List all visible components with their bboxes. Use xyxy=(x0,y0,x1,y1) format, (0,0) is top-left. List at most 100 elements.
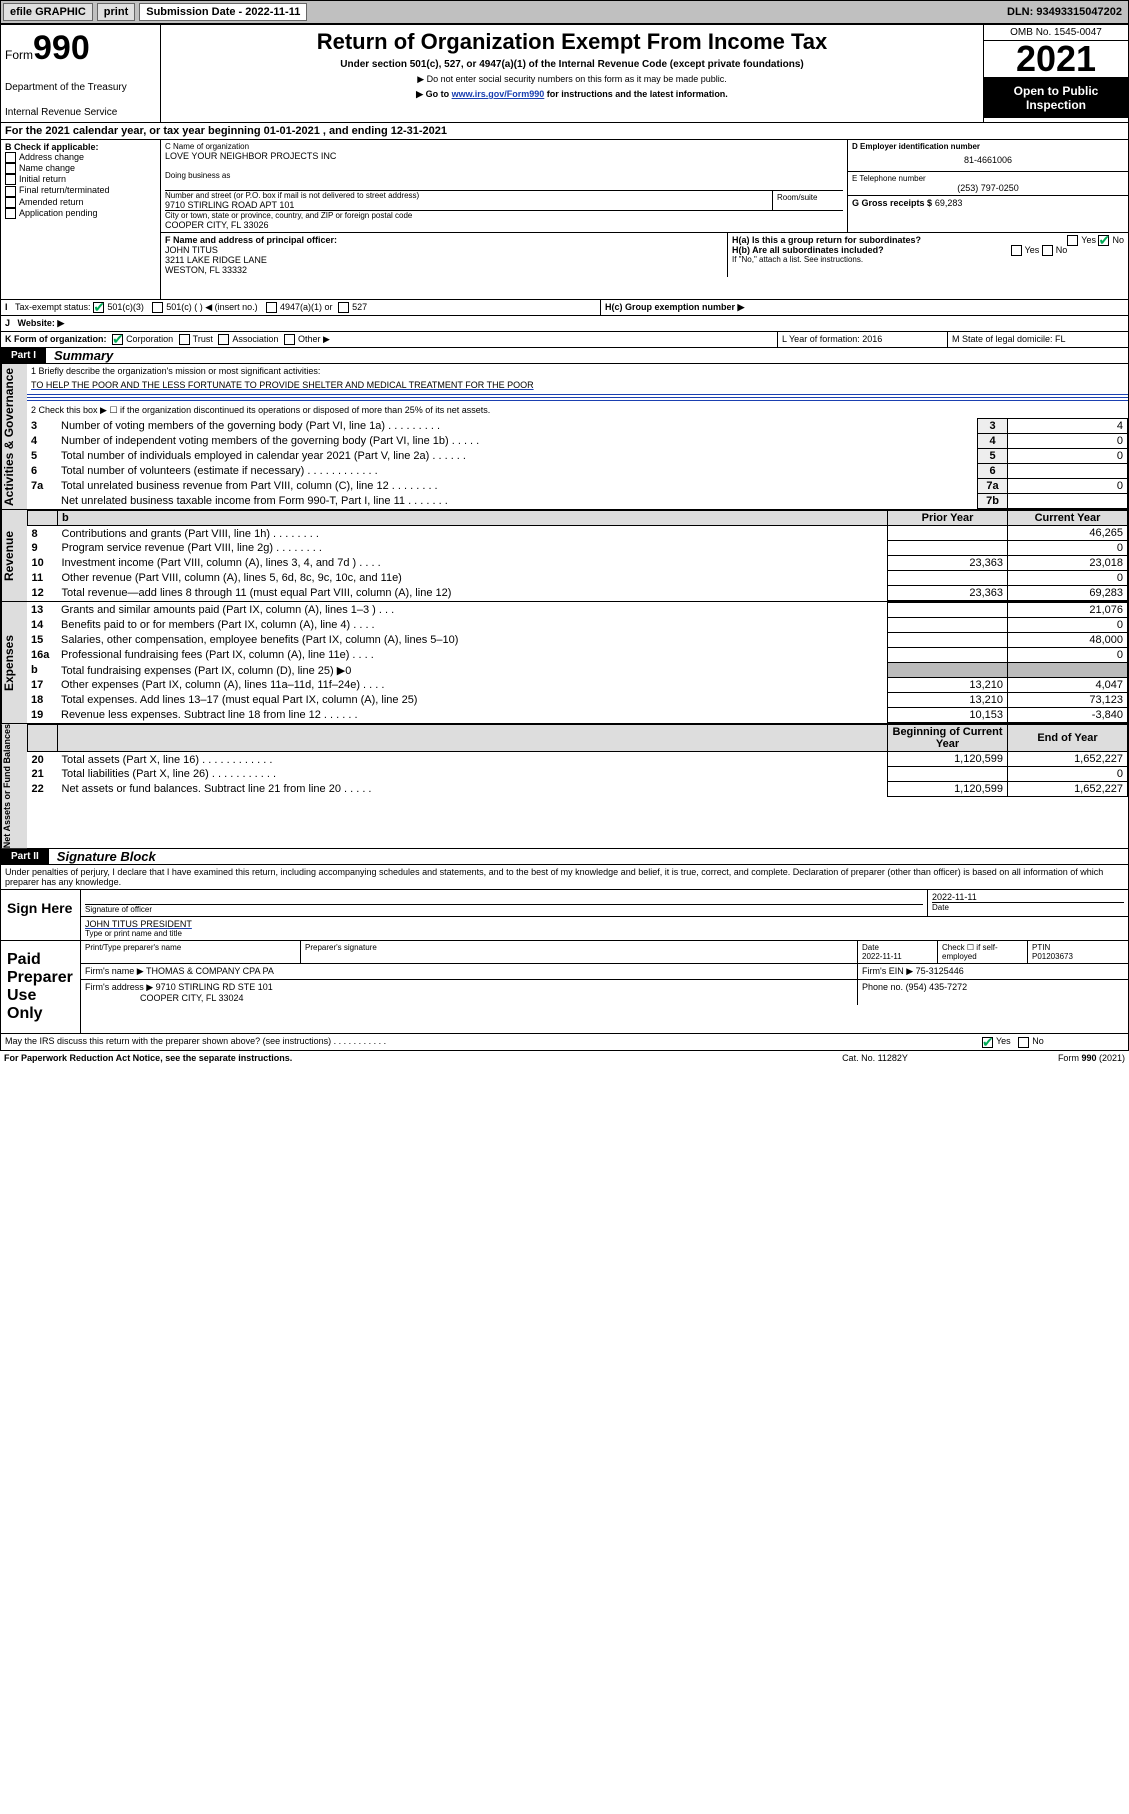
form-header: Form990 Department of the Treasury Inter… xyxy=(0,24,1129,123)
irs-link[interactable]: www.irs.gov/Form990 xyxy=(452,89,545,99)
col-begin: Beginning of Current Year xyxy=(888,725,1008,752)
firm-addr2: COOPER CITY, FL 33024 xyxy=(140,993,244,1003)
topbar: efile GRAPHIC print Submission Date - 20… xyxy=(0,0,1129,24)
prep-date: 2022-11-11 xyxy=(862,952,902,961)
prep-date-lbl: Date xyxy=(862,943,879,952)
officer-addr2: WESTON, FL 33332 xyxy=(165,265,723,275)
declaration: Under penalties of perjury, I declare th… xyxy=(1,865,1128,889)
chk-501c[interactable] xyxy=(152,302,163,313)
part1-label: Part I xyxy=(1,348,46,363)
form-word: Form xyxy=(5,48,33,62)
prep-name-lbl: Print/Type preparer's name xyxy=(81,941,301,963)
form-title: Return of Organization Exempt From Incom… xyxy=(165,29,979,55)
officer-name: JOHN TITUS xyxy=(165,245,723,255)
vert-netassets: Net Assets or Fund Balances xyxy=(1,724,27,848)
dept: Department of the Treasury xyxy=(5,82,156,93)
vert-revenue: Revenue xyxy=(1,510,27,601)
firm-name-lbl: Firm's name ▶ xyxy=(85,966,144,976)
i-lbl: I xyxy=(5,302,15,312)
chk-trust[interactable] xyxy=(179,334,190,345)
ptin: P01203673 xyxy=(1032,952,1073,961)
hb-no[interactable] xyxy=(1042,245,1053,256)
vert-expenses: Expenses xyxy=(1,602,27,723)
sign-here: Sign Here xyxy=(1,890,81,940)
open-inspection: Open to Public Inspection xyxy=(984,78,1128,118)
chk-corp[interactable] xyxy=(112,334,123,345)
firm-name: THOMAS & COMPANY CPA PA xyxy=(146,966,274,976)
chk-address-change[interactable] xyxy=(5,152,16,163)
prep-sig-lbl: Preparer's signature xyxy=(301,941,858,963)
sig-date-lbl: Date xyxy=(932,902,1124,912)
phone: (253) 797-0250 xyxy=(852,183,1124,193)
form-footer: 990 xyxy=(1081,1053,1096,1063)
expenses-table: 13Grants and similar amounts paid (Part … xyxy=(27,602,1128,723)
summary-idx-table: 3Number of voting members of the governi… xyxy=(27,418,1128,509)
typed-lbl: Type or print name and title xyxy=(85,929,1124,938)
ha-yes[interactable] xyxy=(1067,235,1078,246)
firm-ein-lbl: Firm's EIN ▶ xyxy=(862,966,913,976)
firm-addr-lbl: Firm's address ▶ xyxy=(85,982,153,992)
q1-val: TO HELP THE POOR AND THE LESS FORTUNATE … xyxy=(27,378,1128,392)
chk-assoc[interactable] xyxy=(218,334,229,345)
d-lbl: D Employer identification number xyxy=(852,142,1124,151)
netassets-table: Beginning of Current YearEnd of Year 20T… xyxy=(27,724,1128,797)
room-lbl: Room/suite xyxy=(773,191,843,210)
org-addr: 9710 STIRLING ROAD APT 101 xyxy=(165,200,772,210)
print-button[interactable]: print xyxy=(97,3,135,21)
chk-app-pending[interactable] xyxy=(5,208,16,219)
line-a: For the 2021 calendar year, or tax year … xyxy=(1,123,451,139)
paid-preparer-lbl: Paid Preparer Use Only xyxy=(1,941,81,1033)
pra: For Paperwork Reduction Act Notice, see … xyxy=(4,1053,775,1063)
col-end: End of Year xyxy=(1008,725,1128,752)
firm-ein: 75-3125446 xyxy=(916,966,964,976)
hc-lbl: H(c) Group exemption number ▶ xyxy=(601,300,1128,315)
chk-name-change[interactable] xyxy=(5,163,16,174)
submission-date: Submission Date - 2022-11-11 xyxy=(139,3,307,21)
l-year: L Year of formation: 2016 xyxy=(778,332,948,347)
col-curr: Current Year xyxy=(1008,511,1128,526)
discuss-no[interactable] xyxy=(1018,1037,1029,1048)
chk-other[interactable] xyxy=(284,334,295,345)
subtitle: Under section 501(c), 527, or 4947(a)(1)… xyxy=(165,59,979,70)
prep-selfemp: Check ☐ if self-employed xyxy=(938,941,1028,963)
irs: Internal Revenue Service xyxy=(5,107,156,118)
sig-date: 2022-11-11 xyxy=(932,892,1124,902)
chk-527[interactable] xyxy=(338,302,349,313)
tax-year: 2021 xyxy=(984,41,1128,78)
form-number: 990 xyxy=(33,29,90,67)
firm-phone-lbl: Phone no. xyxy=(862,982,903,992)
note1: ▶ Do not enter social security numbers o… xyxy=(165,74,979,85)
b-blank: b xyxy=(58,511,888,526)
part2-title: Signature Block xyxy=(49,849,156,864)
k-lbl: K Form of organization: xyxy=(5,334,107,344)
officer-addr1: 3211 LAKE RIDGE LANE xyxy=(165,255,723,265)
hb-yes[interactable] xyxy=(1011,245,1022,256)
city-lbl: City or town, state or province, country… xyxy=(165,210,843,220)
chk-amended[interactable] xyxy=(5,197,16,208)
hb-note: If "No," attach a list. See instructions… xyxy=(732,255,1124,264)
firm-addr1: 9710 STIRLING RD STE 101 xyxy=(156,982,273,992)
gross-receipts: 69,283 xyxy=(935,198,963,208)
q1-lbl: 1 Briefly describe the organization's mi… xyxy=(27,364,1128,378)
ha-no[interactable] xyxy=(1098,235,1109,246)
addr-lbl: Number and street (or P.O. box if mail i… xyxy=(165,191,772,200)
revenue-table: bPrior YearCurrent Year 8Contributions a… xyxy=(27,510,1128,601)
chk-501c3[interactable] xyxy=(93,302,104,313)
ha-lbl: H(a) Is this a group return for subordin… xyxy=(732,235,921,245)
dba-lbl: Doing business as xyxy=(165,171,843,191)
c-name-lbl: C Name of organization xyxy=(165,142,843,151)
e-lbl: E Telephone number xyxy=(852,174,1124,183)
vert-activities: Activities & Governance xyxy=(1,364,27,509)
discuss-yes[interactable] xyxy=(982,1037,993,1048)
cat-no: Cat. No. 11282Y xyxy=(775,1053,975,1063)
g-lbl: G Gross receipts $ xyxy=(852,198,932,208)
note2: ▶ Go to www.irs.gov/Form990 for instruct… xyxy=(165,89,979,100)
firm-phone: (954) 435-7272 xyxy=(906,982,968,992)
chk-4947[interactable] xyxy=(266,302,277,313)
q2: 2 Check this box ▶ ☐ if the organization… xyxy=(27,403,1128,418)
j-lbl: J xyxy=(5,318,18,328)
efile-button[interactable]: efile GRAPHIC xyxy=(3,3,93,21)
chk-initial-return[interactable] xyxy=(5,174,16,185)
ein: 81-4661006 xyxy=(852,151,1124,169)
chk-final-return[interactable] xyxy=(5,186,16,197)
